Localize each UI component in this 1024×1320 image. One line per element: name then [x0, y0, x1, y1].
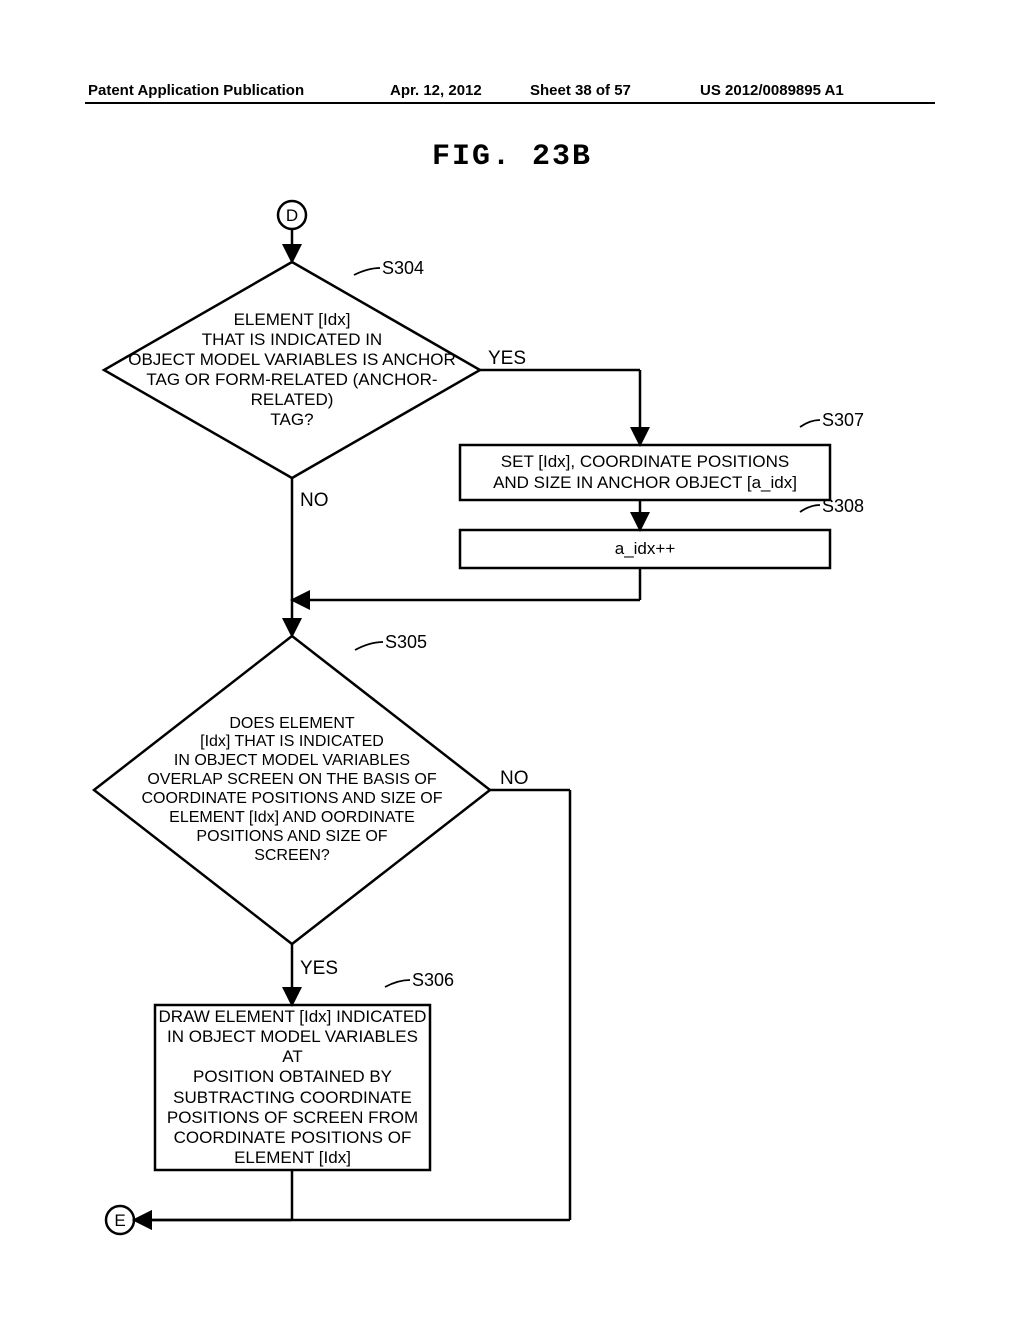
process-s306-text: DRAW ELEMENT [Idx] INDICATEDIN OBJECT MO… [155, 1005, 430, 1170]
label-s304: S304 [382, 258, 424, 279]
label-s305: S305 [385, 632, 427, 653]
connector-d-label: D [286, 206, 298, 225]
decision-s305-text: DOES ELEMENT[Idx] THAT IS INDICATEDIN OB… [110, 700, 474, 880]
label-s307: S307 [822, 410, 864, 431]
label-s308: S308 [822, 496, 864, 517]
flowchart-svg: D [0, 0, 1024, 1320]
page: Patent Application Publication Apr. 12, … [0, 0, 1024, 1320]
branch-s304-yes: YES [488, 348, 526, 370]
branch-s304-no: NO [300, 490, 329, 512]
process-s308-text: a_idx++ [460, 530, 830, 568]
leader-s305 [355, 642, 383, 650]
connector-e-label: E [114, 1211, 125, 1230]
connector-d: D [278, 201, 306, 229]
label-s306: S306 [412, 970, 454, 991]
leader-s306 [385, 980, 410, 987]
decision-s304-text: ELEMENT [Idx]THAT IS INDICATED INOBJECT … [122, 300, 462, 440]
branch-s305-yes: YES [300, 958, 338, 980]
leader-s308 [800, 505, 820, 512]
connector-e: E [106, 1206, 134, 1234]
branch-s305-no: NO [500, 768, 529, 790]
leader-s307 [800, 420, 820, 427]
process-s307-text: SET [Idx], COORDINATE POSITIONSAND SIZE … [460, 445, 830, 500]
leader-s304 [354, 268, 380, 275]
